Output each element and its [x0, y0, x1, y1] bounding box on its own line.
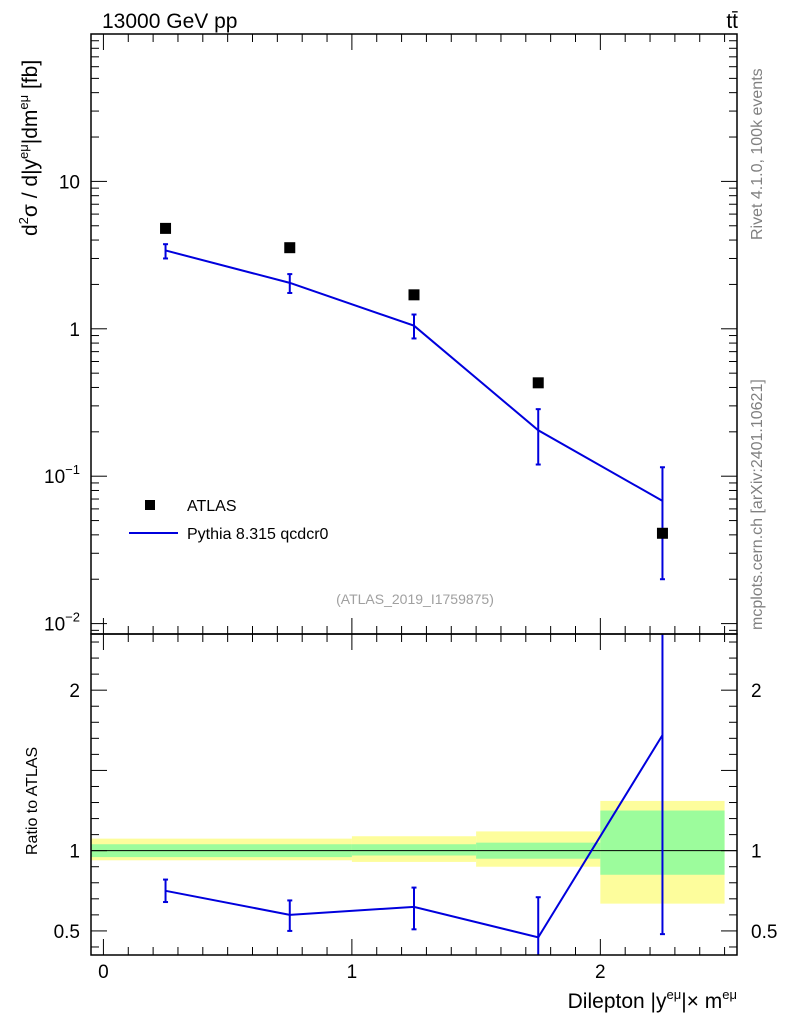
x-ticks: 0 1 2	[98, 34, 726, 983]
x-tick-label: 1	[347, 962, 358, 983]
main-y-tick-label: 10−1	[44, 462, 80, 488]
data-point	[656, 527, 668, 539]
legend-data-marker	[145, 500, 155, 510]
main-y-tick-label: 10	[59, 172, 80, 193]
main-y-axis-label: d2σ / d|yeμ|dmeμ [fb]	[16, 60, 42, 236]
x-axis-label: Dilepton |yeμ|× meμ	[568, 987, 737, 1013]
process-label: tt̄	[726, 10, 738, 33]
ratio-bands	[91, 800, 725, 904]
ratio-mc-error-bar	[659, 634, 665, 936]
ratio-y-tick-label: 0.5	[54, 922, 80, 943]
legend-data-label: ATLAS	[187, 498, 237, 515]
data-point	[160, 222, 172, 234]
mc-error-bar	[163, 243, 169, 260]
analysis-id: (ATLAS_2019_I1759875)	[336, 591, 494, 607]
data-point	[532, 377, 544, 389]
data-point	[408, 289, 420, 301]
ratio-mc-error-bar	[535, 896, 541, 955]
ratio-y-ticks: 2 2 1 1 0.5 0.5	[54, 641, 777, 948]
data-point	[284, 242, 296, 254]
main-y-ticks: 10 1 10−1 10−2	[44, 33, 737, 636]
ratio-band-inner	[351, 844, 477, 856]
ratio-y-tick-label: 1	[69, 842, 80, 863]
ratio-panel-frame	[90, 633, 738, 956]
ratio-y-tick-label: 2	[69, 681, 80, 702]
mc-line	[165, 249, 663, 502]
main-y-tick-label: 10−2	[44, 610, 80, 636]
main-y-tick-label: 1	[69, 320, 80, 341]
ratio-y-axis-label: Ratio to ATLAS	[24, 747, 41, 855]
ratio-y-tick-label-right: 0.5	[751, 922, 777, 943]
ratio-mc-error-bar	[163, 878, 169, 904]
source-label: mcplots.cern.ch [arXiv:2401.10621]	[749, 379, 766, 630]
mc-error-bar	[287, 273, 293, 294]
ratio-y-tick-label-right: 2	[751, 681, 762, 702]
x-tick-label: 2	[595, 962, 606, 983]
legend: ATLAS Pythia 8.315 qcdcr0	[129, 498, 329, 543]
ratio-mc-error-bar	[287, 899, 293, 932]
mc-error-bar	[659, 466, 665, 581]
x-tick-label: 0	[98, 962, 109, 983]
ratio-y-tick-label-right: 1	[751, 842, 762, 863]
rivet-label: Rivet 4.1.0, 100k events	[749, 68, 766, 240]
mc-error-bar	[411, 313, 417, 340]
legend-mc-label: Pythia 8.315 qcdcr0	[187, 526, 329, 543]
ratio-mc-error-bar	[411, 886, 417, 931]
energy-label: 13000 GeV pp	[102, 10, 237, 33]
mc-error-bar	[535, 408, 541, 466]
